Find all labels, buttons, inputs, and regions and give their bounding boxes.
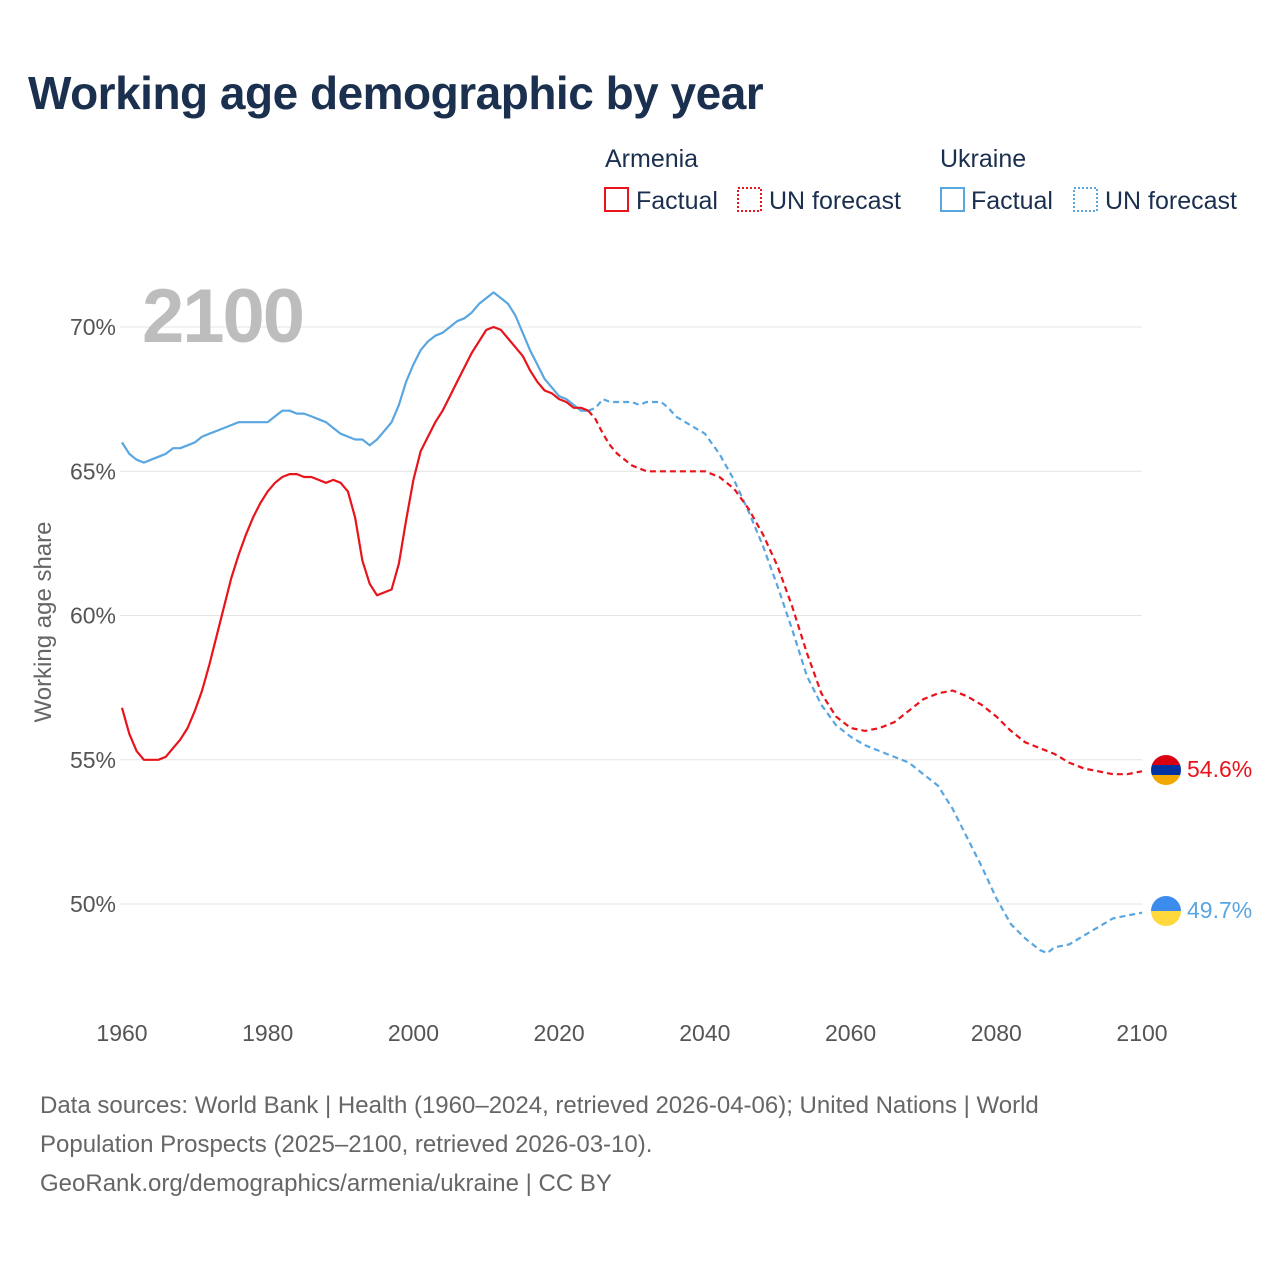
armenia-flag-icon <box>1151 755 1181 785</box>
legend-armenia-forecast-label[interactable]: UN forecast <box>769 187 901 215</box>
legend: Armenia Factual UN forecast Ukraine Fact… <box>604 145 1237 215</box>
legend-ukraine-forecast-label[interactable]: UN forecast <box>1105 187 1237 215</box>
x-tick-label: 2060 <box>825 1020 876 1046</box>
ukraine-flag-icon <box>1151 896 1181 926</box>
x-tick-label: 2020 <box>534 1020 585 1046</box>
x-tick-label: 2040 <box>679 1020 730 1046</box>
legend-ukraine-factual-label[interactable]: Factual <box>971 187 1053 215</box>
x-tick-label: 1980 <box>242 1020 293 1046</box>
series-layer <box>120 291 1143 955</box>
chart-title: Working age demographic by year <box>28 67 764 119</box>
x-tick-label: 1960 <box>96 1020 147 1046</box>
armenia-factual-line[interactable] <box>120 325 589 761</box>
grid <box>120 326 1142 905</box>
sources-line-3[interactable]: GeoRank.org/demographics/armenia/ukraine… <box>40 1170 612 1197</box>
legend-group-ukraine: Ukraine <box>940 145 1026 173</box>
ukraine-factual-line[interactable] <box>121 291 589 464</box>
sources-line-1: Data sources: World Bank | Health (1960–… <box>40 1092 1039 1119</box>
legend-group-armenia: Armenia <box>605 145 698 173</box>
armenia-end-marker[interactable]: 54.6% <box>1151 755 1252 785</box>
x-tick-label: 2100 <box>1116 1020 1167 1046</box>
y-tick-label: 70% <box>70 314 116 340</box>
armenia-forecast-line[interactable] <box>587 409 1143 776</box>
y-tick-label: 65% <box>70 458 116 484</box>
legend-armenia-factual-label[interactable]: Factual <box>636 187 718 215</box>
y-tick-label: 50% <box>70 891 116 917</box>
data-sources: Data sources: World Bank | Health (1960–… <box>40 1086 1240 1203</box>
y-tick-label: 60% <box>70 603 116 629</box>
y-tick-label: 55% <box>70 747 116 773</box>
armenia-end-label: 54.6% <box>1187 756 1252 782</box>
x-tick-label: 2000 <box>388 1020 439 1046</box>
ukraine-end-label: 49.7% <box>1187 897 1252 923</box>
x-tick-label: 2080 <box>971 1020 1022 1046</box>
year-display: 2100 <box>142 274 303 359</box>
x-axis-ticks: 1960 1980 2000 2020 2040 2060 2080 2100 <box>96 1020 1167 1046</box>
legend-ukraine-factual-swatch[interactable] <box>940 187 965 212</box>
y-axis-title: Working age share <box>30 522 57 723</box>
y-axis-ticks: 50% 55% 60% 65% 70% <box>70 314 116 917</box>
legend-ukraine-forecast-swatch[interactable] <box>1073 187 1098 212</box>
legend-armenia-factual-swatch[interactable] <box>604 187 629 212</box>
ukraine-forecast-line[interactable] <box>587 397 1143 955</box>
sources-line-2: Population Prospects (2025–2100, retriev… <box>40 1131 653 1158</box>
ukraine-end-marker[interactable]: 49.7% <box>1151 896 1252 926</box>
line-chart: Armenia Factual UN forecast Ukraine Fact… <box>30 145 1252 1046</box>
legend-armenia-forecast-swatch[interactable] <box>737 187 762 212</box>
